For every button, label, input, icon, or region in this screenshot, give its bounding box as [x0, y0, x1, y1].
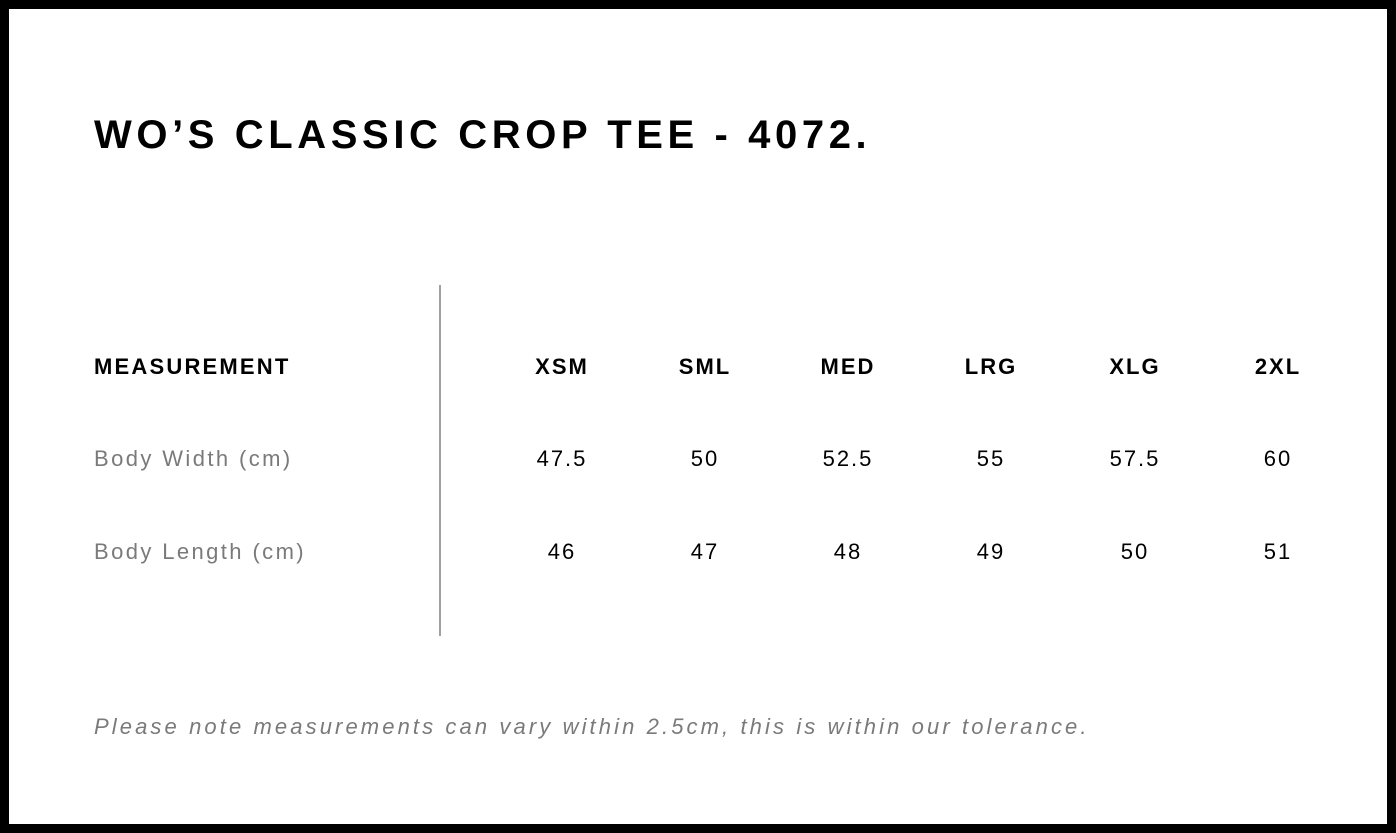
- header-size: 2XL: [1254, 354, 1302, 379]
- table-cell: 60: [1263, 446, 1293, 471]
- table-cell: 50: [1120, 539, 1150, 564]
- table-cell: 49: [976, 539, 1006, 564]
- table-row: Body Width (cm) 47.5 50 52.5 55 57.5 60: [9, 444, 1387, 474]
- table-cell: 52.5: [822, 446, 874, 471]
- tolerance-note: Please note measurements can vary within…: [94, 714, 1090, 739]
- header-size: SML: [678, 354, 732, 379]
- size-chart-card: WO’S CLASSIC CROP TEE - 4072. MEASUREMEN…: [9, 9, 1387, 824]
- table-header-row: MEASUREMENT XSM SML MED LRG XLG 2XL: [9, 352, 1387, 382]
- table-cell: 46: [547, 539, 577, 564]
- table-row: Body Length (cm) 46 47 48 49 50 51: [9, 537, 1387, 567]
- header-size: XSM: [535, 354, 589, 379]
- page-title: WO’S CLASSIC CROP TEE - 4072.: [94, 113, 872, 157]
- table-cell: 57.5: [1109, 446, 1161, 471]
- table-cell: 48: [833, 539, 863, 564]
- table-cell: 50: [690, 446, 720, 471]
- table-cell: 47.5: [536, 446, 588, 471]
- header-size: LRG: [964, 354, 1018, 379]
- header-measurement: MEASUREMENT: [94, 354, 291, 379]
- header-size: MED: [820, 354, 876, 379]
- row-label: Body Width (cm): [94, 446, 293, 471]
- row-label: Body Length (cm): [94, 539, 307, 564]
- column-divider: [439, 285, 441, 636]
- header-size: XLG: [1109, 354, 1161, 379]
- table-cell: 51: [1263, 539, 1293, 564]
- table-cell: 55: [976, 446, 1006, 471]
- table-cell: 47: [690, 539, 720, 564]
